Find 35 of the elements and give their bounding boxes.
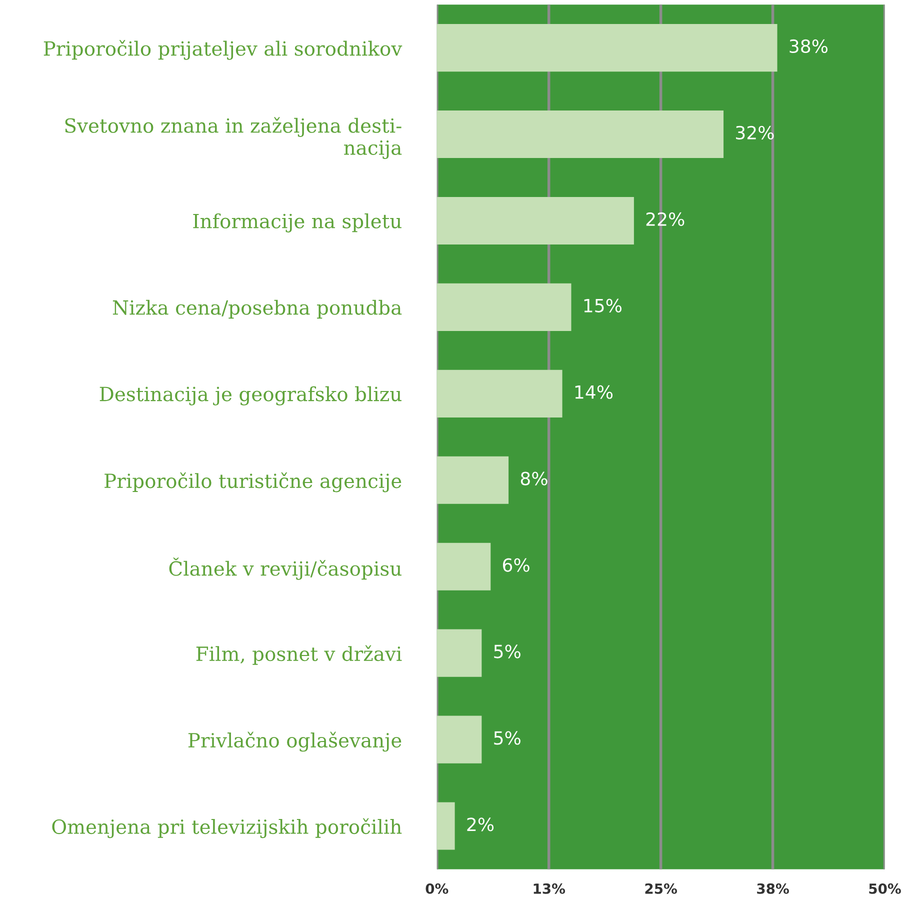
bar [436,542,491,590]
bar [436,629,482,677]
data-label: 5% [494,731,520,745]
y-tick-label: Priporočilo prijateljev ali sorodnikov [44,40,402,60]
data-label: 15% [584,298,622,312]
x-tick-label: 13% [534,883,566,894]
y-tick-label: Destinacija je geografsko blizu [100,386,402,406]
bar [436,196,634,245]
data-label: 32% [736,126,774,140]
y-tick-label: Omenjena pri televizijskih poročilih [52,818,402,838]
data-label: 38% [790,39,828,54]
data-label: 2% [467,818,494,832]
y-tick-label: Nizka cena/posebna ponudba [112,300,402,319]
data-label: 5% [494,644,520,658]
bar [436,283,572,331]
data-label: 8% [520,472,548,486]
bar [436,456,509,504]
y-tick-label: Članek v reviji/časopisu [169,558,402,580]
data-label: 22% [646,212,684,226]
y-tick-label: Informacije na spletu [193,213,402,232]
bar [436,716,482,764]
y-tick-label: Svetovno znana in zaželjena desti- nacija [65,117,402,160]
x-tick-label: 25% [645,883,677,894]
data-label: 6% [503,558,530,572]
bar [436,110,724,158]
bar [436,802,455,850]
bar [436,370,562,418]
y-tick-label: Film, posnet v državi [196,645,402,665]
y-tick-label: Privlačno oglaševanje [188,732,402,752]
x-tick-label: 50% [869,883,901,894]
x-tick-label: 0% [426,883,448,894]
x-tick-label: 38% [757,883,789,894]
data-label: 14% [575,385,613,399]
y-tick-label: Priporočilo turistične agencije [104,472,402,492]
bar [436,24,778,72]
